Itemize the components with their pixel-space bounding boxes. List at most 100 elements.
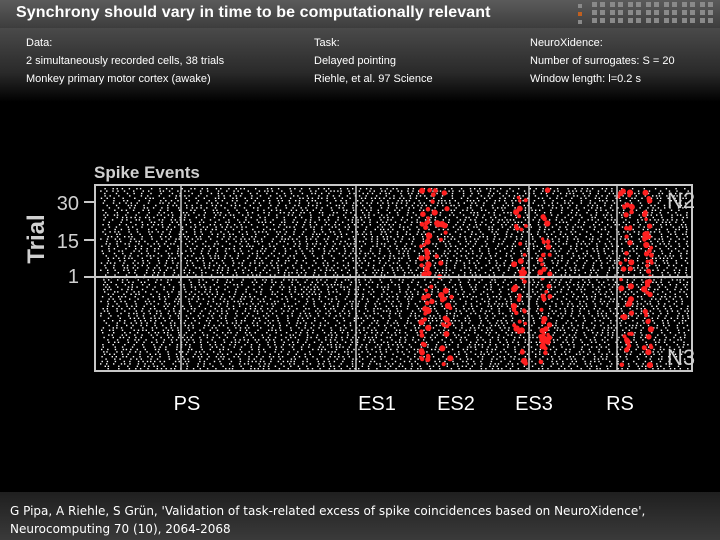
spike-tick [532, 284, 534, 286]
spike-tick [417, 334, 419, 336]
spike-tick [411, 310, 414, 312]
spike-tick [573, 195, 575, 197]
spike-tick [415, 262, 417, 264]
spike-tick [110, 281, 112, 283]
spike-tick [686, 288, 688, 291]
spike-tick [658, 238, 660, 240]
spike-tick [567, 288, 569, 291]
spike-tick [303, 212, 305, 214]
spike-tick [603, 317, 605, 319]
spike-tick [100, 315, 102, 317]
spike-tick [558, 228, 560, 231]
spike-tick [536, 284, 539, 286]
spike-tick [363, 207, 366, 209]
spike-tick [431, 291, 433, 293]
spike-tick [232, 214, 235, 216]
spike-tick [495, 264, 497, 267]
spike-tick [415, 197, 417, 199]
spike-tick [141, 334, 143, 336]
spike-tick [300, 267, 303, 269]
spike-tick [233, 296, 235, 298]
spike-tick [173, 272, 176, 274]
spike-tick [354, 334, 356, 336]
spike-tick [577, 240, 579, 243]
spike-tick [580, 197, 582, 199]
spike-tick [245, 231, 248, 233]
spike-tick [502, 312, 504, 315]
spike-tick [582, 257, 584, 259]
spike-tick [367, 327, 369, 329]
spike-tick [380, 281, 383, 283]
spike-tick [130, 204, 133, 207]
spike-tick [640, 324, 642, 327]
spike-tick [232, 264, 234, 267]
spike-tick [131, 286, 133, 288]
spike-tick [281, 200, 283, 202]
spike-tick [599, 200, 601, 202]
spike-tick [628, 272, 630, 274]
spike-tick [259, 204, 262, 207]
spike-tick [294, 188, 296, 190]
spike-tick [641, 334, 643, 336]
spike-tick [148, 212, 150, 214]
spike-tick [627, 317, 630, 319]
spike-tick [253, 324, 255, 327]
spike-tick [360, 202, 362, 204]
spike-tick [565, 226, 567, 228]
spike-tick [584, 255, 587, 257]
spike-tick [228, 238, 230, 240]
spike-tick [221, 238, 223, 240]
spike-tick [337, 284, 339, 286]
spike-tick [478, 228, 480, 231]
spike-tick [407, 267, 410, 269]
spike-tick [418, 200, 420, 202]
spike-tick [479, 317, 481, 319]
spike-tick [493, 233, 496, 235]
spike-tick [387, 248, 389, 250]
spike-tick [652, 224, 655, 226]
spike-tick [164, 298, 167, 300]
spike-tick [242, 269, 244, 271]
spike-tick [108, 312, 110, 315]
spike-tick [657, 315, 660, 317]
spike-tick [207, 190, 209, 192]
spike-tick [141, 192, 143, 195]
spike-tick [358, 190, 361, 192]
spike-tick [342, 329, 345, 331]
spike-tick [404, 245, 406, 247]
spike-tick [225, 315, 227, 317]
spike-tick [475, 296, 477, 298]
spike-tick [277, 200, 280, 202]
spike-tick [142, 327, 144, 329]
y-tick-15: 15 [57, 231, 79, 253]
spike-tick [331, 298, 333, 300]
spike-tick [209, 262, 211, 264]
spike-tick [388, 224, 390, 226]
spike-tick [288, 260, 290, 262]
spike-tick [459, 233, 462, 235]
spike-tick [185, 197, 188, 199]
spike-tick [506, 219, 508, 221]
spike-tick [621, 214, 623, 216]
spike-tick [110, 288, 112, 291]
spike-tick [678, 202, 680, 204]
spike-tick [244, 320, 246, 322]
spike-tick [227, 267, 229, 269]
spike-tick [625, 224, 627, 226]
spike-tick [357, 317, 359, 319]
spike-tick [469, 236, 472, 238]
spike-tick [527, 197, 529, 199]
spike-tick [178, 317, 180, 319]
spike-tick [562, 286, 565, 288]
spike-tick [537, 221, 540, 223]
spike-tick [216, 310, 219, 312]
spike-tick [686, 308, 689, 310]
spike-tick [293, 226, 295, 228]
spike-tick [339, 293, 341, 295]
spike-tick [174, 324, 176, 327]
spike-tick [225, 317, 227, 319]
spike-tick [113, 248, 116, 250]
spike-tick [420, 286, 422, 288]
spike-tick [432, 327, 435, 329]
spike-tick [649, 233, 651, 235]
